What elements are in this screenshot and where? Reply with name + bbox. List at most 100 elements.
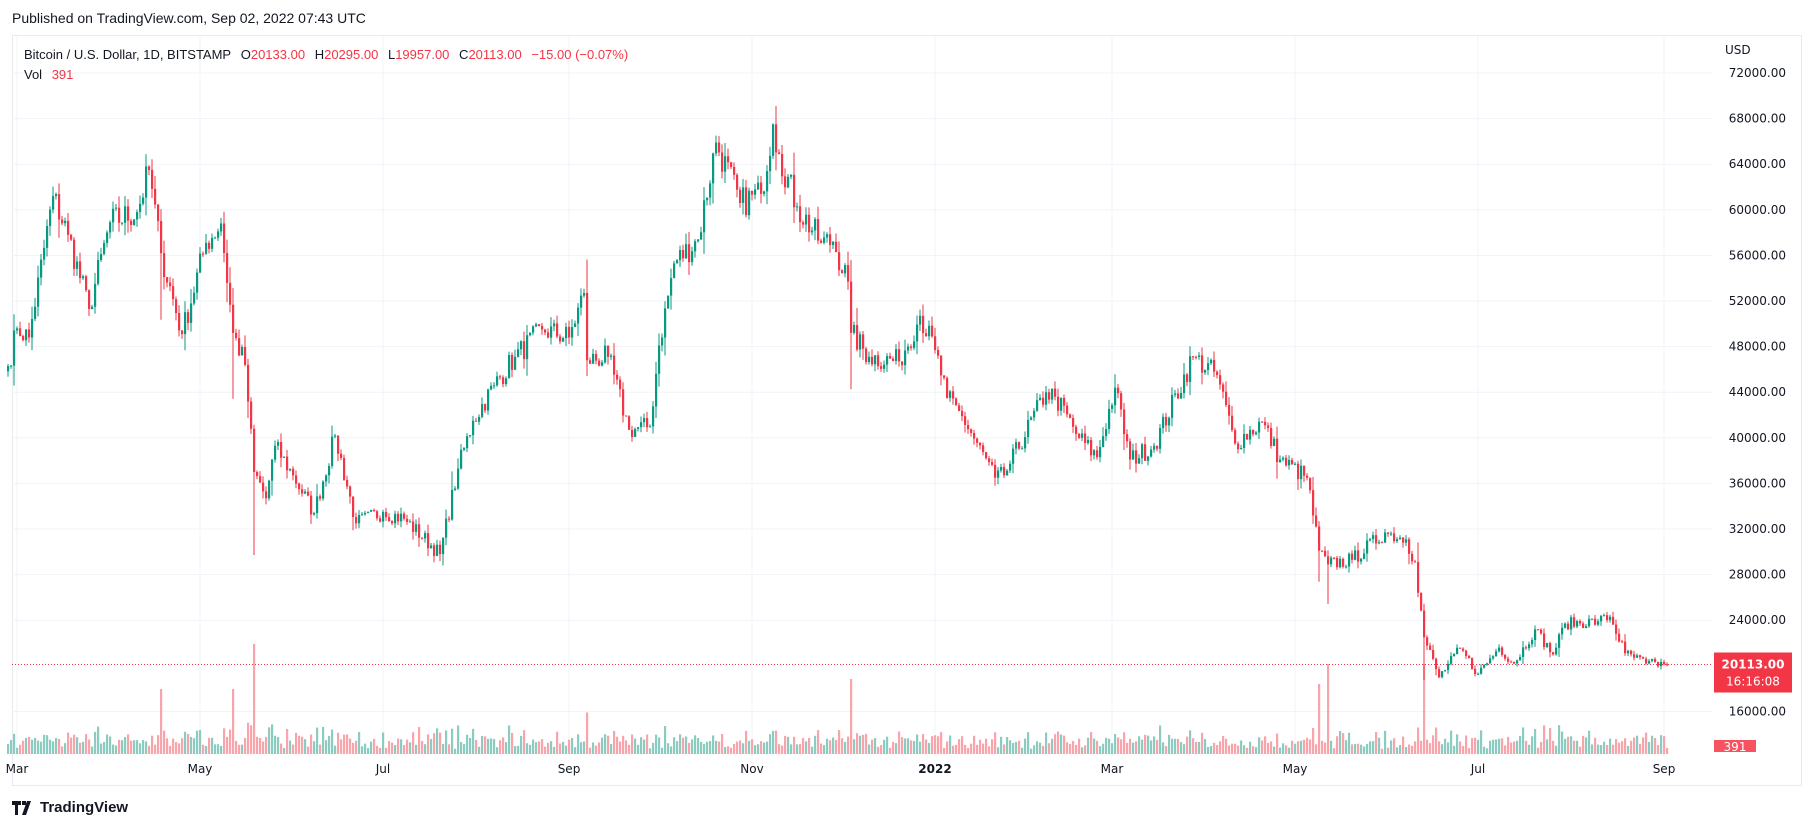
candle-body <box>1216 371 1219 376</box>
last-volume-value: 391 <box>1724 740 1747 754</box>
candle-body <box>1135 450 1138 464</box>
volume-bar <box>718 741 721 754</box>
candle-body <box>454 488 457 490</box>
volume-bar <box>730 747 733 754</box>
candle-body <box>616 374 619 380</box>
candle-body <box>1321 550 1324 552</box>
candle <box>706 197 709 206</box>
candle-body <box>928 325 931 337</box>
tradingview-logo[interactable]: TradingView <box>12 799 128 816</box>
candle-body <box>781 153 784 177</box>
volume-bar <box>10 740 13 754</box>
candle <box>220 217 223 236</box>
volume-bar <box>358 732 361 754</box>
candle-body <box>985 452 988 459</box>
candle-body <box>1315 515 1318 527</box>
volume-bar <box>517 745 520 754</box>
volume-bar <box>502 737 505 754</box>
candle-body <box>604 345 607 363</box>
candle-body <box>217 231 220 238</box>
candle <box>1066 402 1069 418</box>
candle-body <box>1033 410 1036 418</box>
candle <box>793 152 796 223</box>
volume-bar <box>1360 744 1363 754</box>
candle <box>982 442 985 456</box>
volume-bar <box>343 734 346 754</box>
volume-bar <box>289 740 292 754</box>
candle-body <box>493 385 496 387</box>
candle <box>1345 564 1348 569</box>
volume-bar <box>1504 745 1507 754</box>
volume-bar <box>286 728 289 754</box>
volume-bar <box>712 735 715 754</box>
candle <box>1369 537 1372 542</box>
volume-bar <box>1000 736 1003 754</box>
candle <box>994 459 997 486</box>
volume-bar <box>223 728 226 754</box>
candle <box>52 186 55 214</box>
candle-body <box>883 364 886 369</box>
volume-bar <box>1102 743 1105 754</box>
candle <box>1480 664 1483 675</box>
candle-body <box>718 142 721 153</box>
volume-label[interactable]: Vol <box>24 67 43 82</box>
candle <box>493 382 496 389</box>
candle-body <box>1441 671 1444 678</box>
volume-bar <box>40 741 43 754</box>
price-tick-label: 28000.00 <box>1729 568 1786 582</box>
candle <box>709 180 712 206</box>
volume-bar <box>1534 728 1537 754</box>
volume-bar <box>37 740 40 754</box>
candle <box>664 301 667 356</box>
symbol-description[interactable]: Bitcoin / U.S. Dollar, 1D, BITSTAMP <box>24 47 232 62</box>
candle-body <box>319 496 322 499</box>
candle-body <box>445 518 448 538</box>
candle <box>1201 347 1204 385</box>
candle-body <box>925 333 928 337</box>
volume-bar <box>802 738 805 754</box>
volume-bar <box>1048 743 1051 754</box>
candle-body <box>643 418 646 423</box>
candle <box>835 233 838 253</box>
candle-body <box>1432 649 1435 659</box>
candle <box>1009 460 1012 474</box>
candle-body <box>412 521 415 532</box>
candle <box>1096 445 1099 460</box>
candle <box>892 356 895 362</box>
candle-body <box>376 511 379 519</box>
candle <box>10 365 13 369</box>
candle-body <box>109 222 112 233</box>
candle-body <box>868 356 871 363</box>
volume-bar <box>814 735 817 754</box>
volume-bar <box>982 743 985 754</box>
time-tick-label: Mar <box>1101 762 1124 776</box>
volume-bar <box>1582 735 1585 754</box>
volume-bar <box>481 735 484 754</box>
volume-bar <box>1417 727 1420 754</box>
candle <box>289 468 292 472</box>
candle <box>1276 426 1279 479</box>
volume-bar <box>187 733 190 754</box>
candle-body <box>121 222 124 224</box>
volume-bar <box>709 740 712 754</box>
candle <box>238 329 241 357</box>
candle-body <box>1309 477 1312 491</box>
candle-body <box>1294 463 1297 465</box>
candle-body <box>268 480 271 499</box>
volume-bar <box>349 738 352 754</box>
candle-body <box>43 247 46 260</box>
candle <box>325 474 328 487</box>
candle <box>1303 465 1306 483</box>
candle-body <box>472 420 475 436</box>
candle-body <box>1231 415 1234 431</box>
volume-bar <box>766 741 769 754</box>
volume-bar <box>505 742 508 754</box>
volume-bar <box>820 743 823 754</box>
volume-bar <box>1237 745 1240 754</box>
candle <box>463 447 466 452</box>
candle-body <box>562 338 565 342</box>
candle <box>889 352 892 359</box>
candle <box>1114 374 1117 414</box>
candle <box>853 321 856 335</box>
